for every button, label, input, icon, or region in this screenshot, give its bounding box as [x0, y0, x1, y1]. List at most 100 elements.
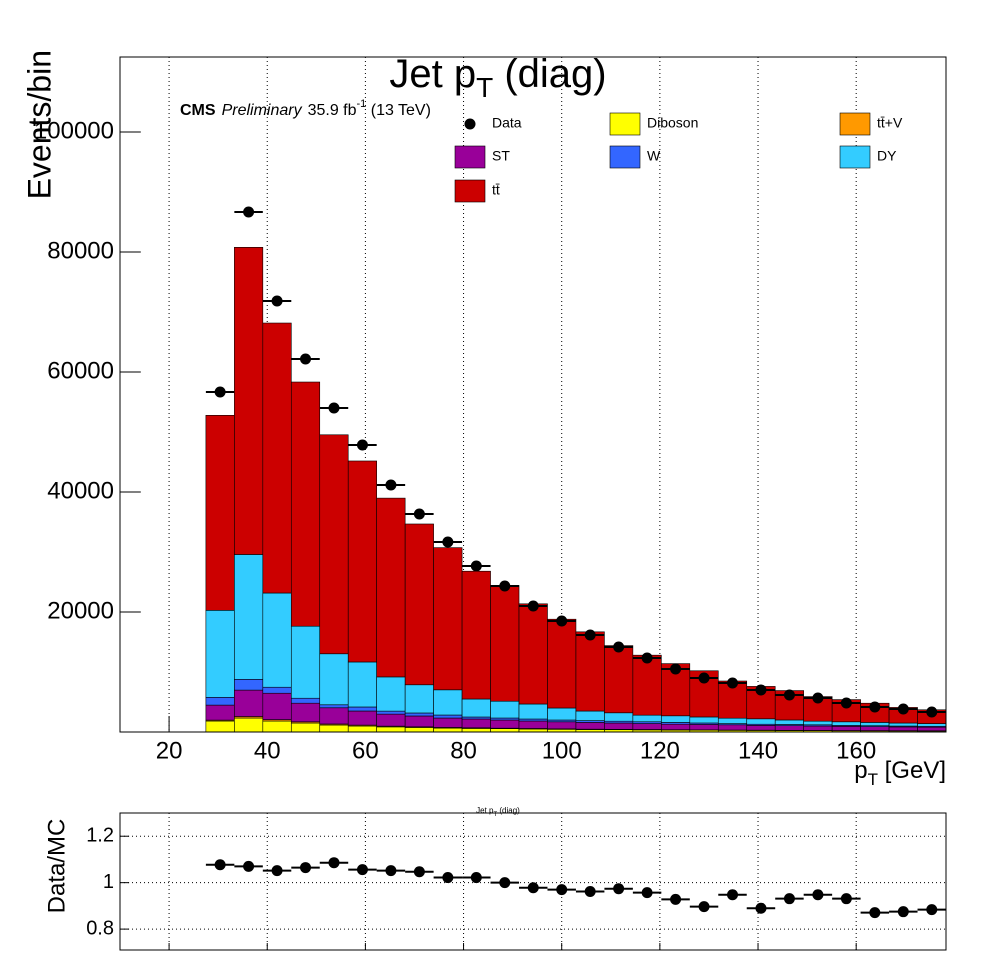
data-point: [812, 692, 824, 704]
data-point: [556, 615, 568, 627]
text-part: -1: [357, 98, 367, 110]
stack-segment: [433, 547, 463, 691]
stack-segment: [860, 726, 890, 731]
text-part: T: [868, 770, 878, 789]
stack-segment: [404, 523, 434, 686]
data-point: [356, 439, 368, 451]
ratio-point: [499, 877, 511, 889]
stack-segment: [490, 585, 520, 702]
text-part: CMS: [180, 102, 216, 119]
data-point: [783, 689, 795, 701]
chart-title: Jet pT (diag): [389, 52, 606, 104]
stack-segment: [290, 625, 321, 699]
stack-segment: [774, 725, 804, 731]
data-point: [328, 402, 340, 414]
stack-segment: [774, 719, 804, 725]
text-part: T: [476, 72, 493, 103]
legend-label: ST: [492, 148, 510, 164]
stack-segment: [917, 726, 947, 732]
data-point: [926, 706, 938, 718]
legend-marker: [464, 118, 476, 130]
legend-label: tt̄+V: [877, 115, 903, 131]
x-tick-label: 20: [156, 737, 183, 764]
legend-label: Diboson: [647, 115, 698, 131]
ratio-point: [356, 864, 368, 876]
stack-segment: [234, 717, 264, 733]
data-point: [442, 536, 454, 548]
legend-swatch: [839, 112, 871, 136]
plot-frame: [119, 56, 947, 733]
stack-segment: [461, 728, 491, 733]
ratio-point: [214, 859, 226, 871]
stack-segment: [290, 697, 321, 704]
x-tick-label: 140: [738, 737, 778, 764]
stack-segment: [404, 715, 434, 728]
stack-segment: [518, 603, 548, 705]
stack-segment: [376, 710, 406, 715]
stack-segment: [433, 727, 463, 733]
stack-segment: [604, 645, 634, 714]
y-tick-label: 80000: [47, 237, 114, 264]
ratio-point: [926, 904, 938, 916]
x-tick-label: 60: [352, 737, 379, 764]
ratio-point: [527, 882, 539, 894]
ratio-point: [442, 872, 454, 884]
y-tick-label: 100000: [34, 117, 114, 144]
stack-segment: [461, 698, 491, 718]
stack-segment: [347, 661, 377, 708]
ratio-point: [812, 889, 824, 901]
x-tick-label: 100: [542, 737, 582, 764]
ratio-point: [413, 866, 425, 878]
ratio-point: [385, 865, 397, 877]
y-tick-label: 40000: [47, 477, 114, 504]
legend-swatch: [454, 145, 486, 169]
data-point: [840, 697, 852, 709]
stack-segment: [547, 707, 577, 721]
y-axis-label: Events/bin: [21, 50, 57, 199]
stack-segment: [205, 704, 235, 721]
text-part: (13 TeV): [366, 102, 431, 119]
text-part: Jet p: [476, 806, 494, 815]
data-point: [641, 652, 653, 664]
ratio-point: [783, 893, 795, 905]
legend-swatch: [839, 145, 871, 169]
y-tick-label: 1.2: [86, 825, 114, 847]
ratio-point: [641, 887, 653, 899]
stack-segment: [376, 713, 406, 727]
stack-segment: [347, 710, 377, 726]
ratio-point: [300, 862, 312, 874]
data-point: [470, 560, 482, 572]
legend-label: tt̄: [492, 182, 500, 198]
stack-segment: [319, 707, 349, 725]
stack-segment: [632, 723, 662, 730]
ratio-point: [755, 902, 767, 914]
cms-label: CMS Preliminary 35.9 fb-1 (13 TeV): [180, 98, 431, 119]
stack-segment: [290, 381, 321, 627]
text-part: p: [854, 757, 867, 784]
data-point: [727, 677, 739, 689]
stack-segment: [262, 720, 292, 733]
data-point: [527, 600, 539, 612]
stack-segment: [632, 714, 662, 723]
stack-segment: [461, 570, 491, 700]
ratio-point: [869, 907, 881, 919]
ratio-point: [840, 893, 852, 905]
stack-segment: [404, 684, 434, 714]
text-part: Jet p: [389, 52, 476, 96]
data-point: [214, 386, 226, 398]
data-point: [869, 701, 881, 713]
data-point: [755, 684, 767, 696]
stack-segment: [404, 727, 434, 733]
stack-segment: [547, 618, 577, 709]
ratio-point: [613, 883, 625, 895]
stack-segment: [376, 726, 406, 733]
data-point: [413, 508, 425, 520]
stack-segment: [433, 714, 463, 719]
stack-segment: [319, 434, 349, 655]
stack-segment: [319, 724, 349, 733]
stack-segment: [490, 719, 520, 729]
stack-segment: [433, 717, 463, 728]
stack-segment: [234, 554, 264, 680]
stack-segment: [433, 689, 463, 716]
ratio-point: [328, 857, 340, 869]
